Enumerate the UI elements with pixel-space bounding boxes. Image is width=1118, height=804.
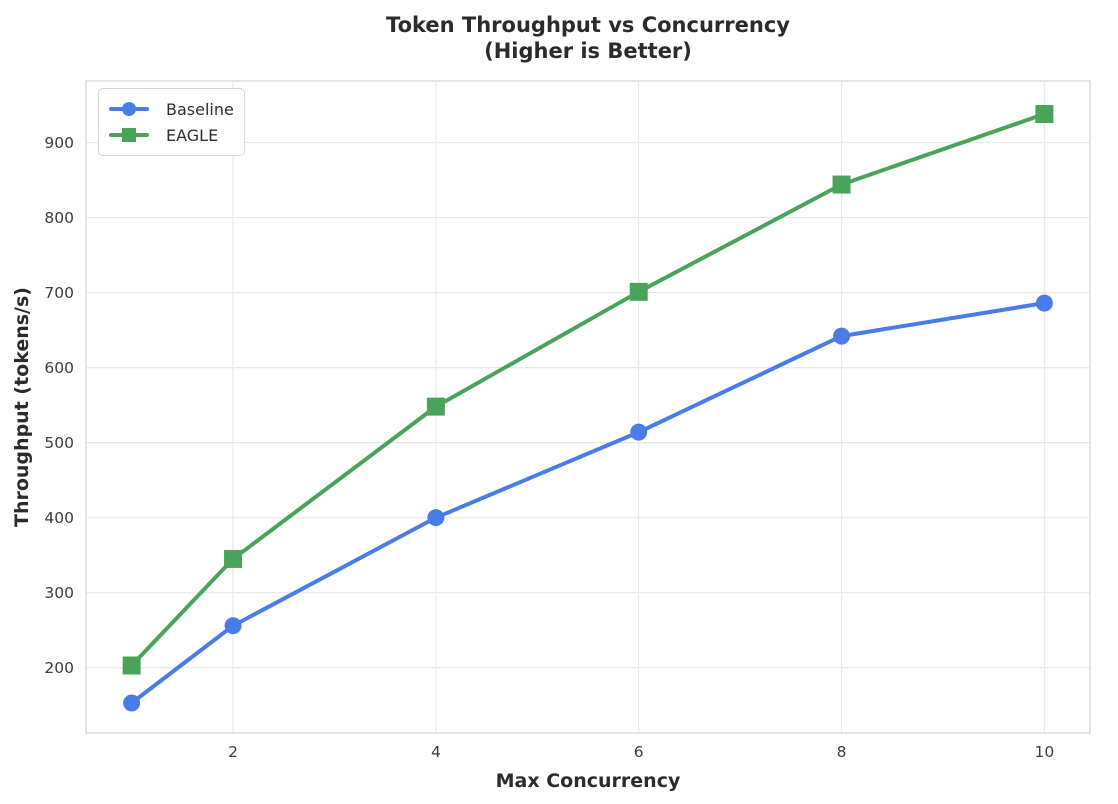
eagle-square-marker-icon: [122, 128, 136, 142]
legend-sample-baseline: [109, 100, 149, 118]
y-tick-label: 900: [44, 134, 74, 152]
baseline-line: [129, 301, 1047, 705]
x-tick-label: 6: [634, 743, 644, 761]
plot-background: [86, 81, 1090, 733]
legend-label-eagle: EAGLE: [166, 125, 219, 145]
x-tick-label: 10: [1034, 743, 1054, 761]
y-tick-label: 700: [44, 284, 74, 302]
legend-sample-eagle: [109, 126, 149, 144]
eagle-line: [129, 112, 1047, 668]
plot-border: [85, 80, 1091, 734]
legend: Baseline EAGLE: [98, 88, 245, 156]
y-tick-label: 800: [44, 209, 74, 227]
y-tick-label: 600: [44, 359, 74, 377]
baseline-point: [833, 327, 851, 345]
eagle-point: [832, 175, 851, 194]
baseline-point: [630, 423, 648, 441]
legend-label-baseline: Baseline: [166, 99, 234, 119]
baseline-point: [1035, 294, 1053, 312]
y-tick-label: 300: [44, 584, 74, 602]
chart-subtitle: (Higher is Better): [484, 39, 692, 63]
x-tick-label: 8: [837, 743, 847, 761]
eagle-point: [122, 656, 141, 675]
baseline-point: [123, 694, 141, 712]
x-axis-label: Max Concurrency: [495, 770, 681, 792]
x-tick-label: 2: [228, 743, 238, 761]
baseline-point: [427, 509, 445, 527]
eagle-point: [224, 549, 243, 568]
legend-item-baseline: Baseline: [109, 96, 234, 122]
y-tick-label: 500: [44, 434, 74, 452]
baseline-point: [224, 617, 242, 635]
eagle-point: [426, 397, 445, 416]
chart-title-block: Token Throughput vs Concurrency (Higher …: [86, 12, 1090, 64]
x-tick-label: 4: [431, 743, 441, 761]
y-tick-label: 400: [44, 509, 74, 527]
baseline-circle-marker-icon: [122, 102, 136, 116]
y-axis-label: Throughput (tokens/s): [11, 287, 33, 527]
chart-title: Token Throughput vs Concurrency: [386, 13, 790, 37]
eagle-point: [1035, 105, 1054, 124]
y-tick-label: 200: [44, 659, 74, 677]
eagle-point: [629, 282, 648, 301]
legend-item-eagle: EAGLE: [109, 122, 234, 148]
